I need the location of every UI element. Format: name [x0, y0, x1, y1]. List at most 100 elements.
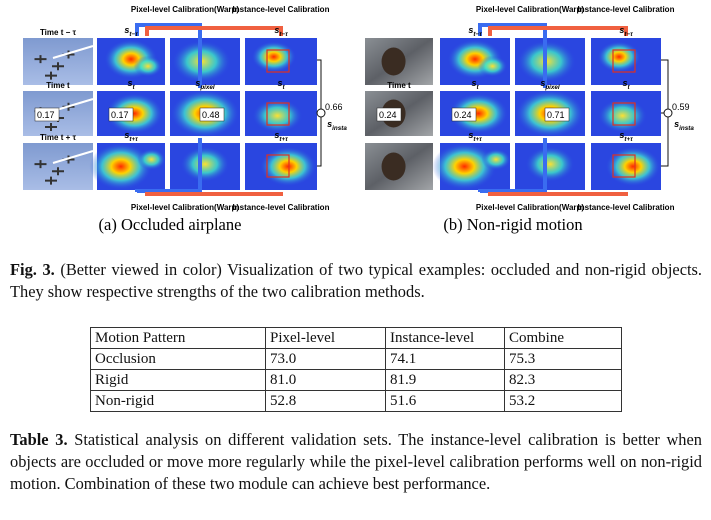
airplane	[52, 62, 64, 71]
map-label: sinsta	[327, 119, 347, 132]
contrail	[52, 45, 94, 59]
score: 0.17	[37, 110, 55, 120]
figure-caption: Fig. 3. (Better viewed in color) Visuali…	[10, 259, 702, 303]
label-base: s	[274, 25, 279, 35]
map-label: st−τ	[619, 25, 633, 38]
score: 0.17	[111, 110, 129, 120]
fuse-node	[316, 108, 326, 118]
table-cell: 74.1	[385, 348, 505, 370]
label-sub: insta	[332, 125, 347, 132]
heat-blob	[252, 98, 303, 133]
table-cell: 81.0	[265, 369, 386, 391]
airplane	[52, 167, 64, 176]
warp-arrow	[478, 23, 547, 88]
header-cell: Instance-level	[385, 327, 505, 349]
map-label: st−τ	[274, 25, 288, 38]
score: 0.59	[672, 102, 690, 112]
map-label: spixel	[540, 78, 560, 91]
header-cell: Combine	[504, 327, 622, 349]
box	[612, 102, 636, 126]
label-base: s	[674, 119, 679, 129]
label-sub: t+τ	[473, 136, 482, 143]
label-sub: pixel	[544, 84, 560, 91]
caption-label: Fig. 3.	[10, 260, 55, 279]
score-box	[199, 107, 225, 122]
score-box	[451, 107, 477, 122]
label-sub: t−τ	[624, 31, 633, 38]
score-box	[376, 107, 402, 122]
score: 0.24	[454, 110, 472, 120]
map-label: st	[277, 78, 285, 91]
score: 0.24	[379, 110, 397, 120]
table-cell: 53.2	[504, 390, 622, 412]
heat-blob	[477, 55, 508, 77]
header-cell: Motion Pattern	[90, 327, 266, 349]
map-label: st	[127, 78, 135, 91]
label-base: s	[274, 130, 279, 140]
heat-blob	[137, 148, 166, 171]
label-base: s	[622, 78, 627, 88]
time-label: Time t + τ	[40, 133, 77, 142]
map-label: spixel	[195, 78, 215, 91]
airplane	[34, 160, 47, 169]
instance-label-bottom: Instance-level Calibration	[578, 203, 675, 212]
score: 0.48	[202, 110, 220, 120]
label-base: s	[195, 78, 200, 88]
table-row: Rigid 81.0 81.9 82.3	[90, 369, 622, 391]
heat-blob	[251, 41, 296, 73]
score-box	[108, 107, 134, 122]
table-row: Non-rigid 52.8 51.6 53.2	[90, 390, 622, 412]
table-cell: 81.9	[385, 369, 505, 391]
table-caption-text: Statistical analysis on different valida…	[10, 430, 702, 493]
map-label: st+τ	[468, 130, 482, 143]
pixel-label-top: Pixel-level Calibration(Warp)	[131, 5, 240, 14]
instance-label-bottom: Instance-level Calibration	[233, 203, 330, 212]
label-base: s	[619, 25, 624, 35]
heat-blob	[449, 93, 508, 134]
label-sub: insta	[679, 125, 694, 132]
box	[612, 154, 636, 178]
time-label: Time t	[387, 81, 411, 90]
warp-arrow	[135, 138, 202, 193]
score: 0.71	[547, 110, 565, 120]
label-base: s	[468, 25, 473, 35]
label-base: s	[327, 119, 332, 129]
table-cell: 73.0	[265, 348, 386, 370]
results-table: Motion Pattern Pixel-level Instance-level C…	[90, 327, 622, 412]
instance-arrow	[145, 192, 283, 196]
instance-arrow	[488, 192, 628, 196]
label-base: s	[468, 130, 473, 140]
map-label: st+τ	[274, 130, 288, 143]
caption-text: (Better viewed in color) Visualization o…	[10, 260, 702, 301]
label-sub: t−τ	[473, 31, 482, 38]
box	[266, 154, 290, 178]
panel-caption: (a) Occluded airplane	[99, 215, 242, 234]
table-cell: Non-rigid	[90, 390, 266, 412]
table-cell: 51.6	[385, 390, 505, 412]
frame-image	[23, 38, 93, 85]
label-base: s	[124, 130, 129, 140]
map-label: st−τ	[468, 25, 482, 38]
label-sub: t+τ	[624, 136, 633, 143]
label-base: s	[127, 78, 132, 88]
header-row: Motion Pattern Pixel-level Instance-level C…	[90, 327, 622, 349]
label-sub: t+τ	[279, 136, 288, 143]
airplane	[45, 71, 57, 80]
instance-label-top: Instance-level Calibration	[578, 5, 675, 14]
box	[266, 49, 290, 73]
label-sub: t	[627, 84, 630, 91]
heat-blob	[598, 98, 647, 133]
table-cell: 82.3	[504, 369, 622, 391]
label-base: s	[124, 25, 129, 35]
label-sub: t	[282, 84, 285, 91]
airplane	[34, 55, 47, 64]
heat-blob	[259, 146, 317, 187]
contrail	[52, 150, 94, 164]
airplane	[45, 123, 57, 131]
label-sub: t−τ	[129, 31, 138, 38]
box	[612, 49, 636, 73]
airplane	[45, 176, 57, 185]
heat-blob	[432, 143, 497, 190]
heat-blob	[481, 148, 511, 171]
label-base: s	[540, 78, 545, 88]
